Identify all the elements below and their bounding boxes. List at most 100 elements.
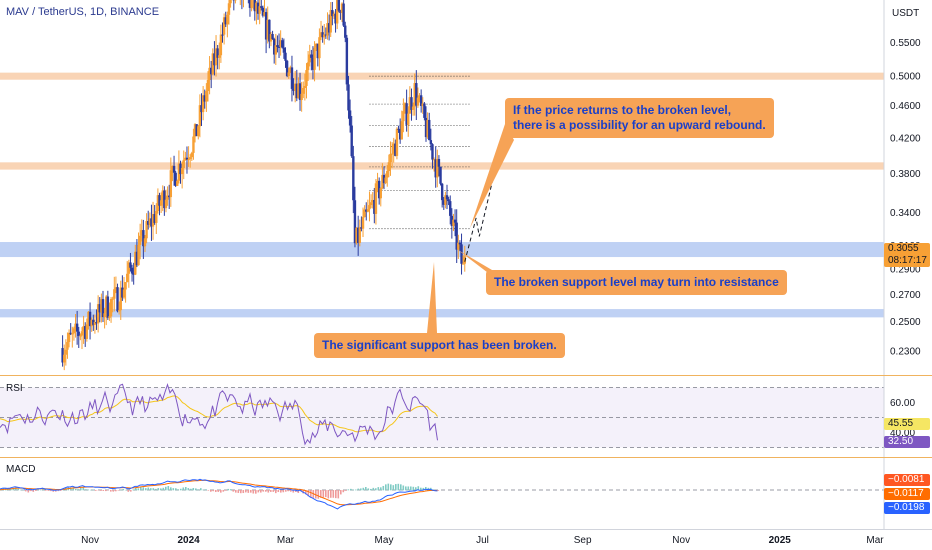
candle-body [295,83,298,99]
macd-histogram-bar [165,486,167,491]
candle-body [290,67,294,89]
candle-body [395,128,399,156]
macd-histogram-bar [332,490,335,498]
candle-body [452,219,455,226]
candle-body [355,227,358,244]
candle-body [90,319,93,327]
candle-body [332,13,336,17]
candle-body [284,52,287,61]
candle-body [316,43,319,59]
rsi-tick-label: 40.00 [890,428,915,439]
candle-body [206,80,210,92]
candle-body [331,10,334,17]
price-tick-label: 0.2700 [890,290,921,301]
macd-histogram-bar [417,486,420,491]
macd-histogram-bar [357,488,360,491]
macd-histogram-bar [360,488,362,491]
candle-body [285,60,289,77]
candle-body [368,205,371,210]
macd-histogram-bar [407,486,410,491]
macd-histogram-bar [205,489,207,491]
macd-histogram-bar [282,490,285,493]
candle-body [449,201,452,216]
macd-histogram-bar [200,488,202,491]
symbol-header[interactable]: MAV / TetherUS, 1D, BINANCE [6,6,160,18]
macd-histogram-bar [140,486,142,491]
candle-body [347,84,350,111]
candle-body [407,113,410,125]
macd-histogram-bar [90,489,92,491]
candle-body [79,335,82,337]
candle-body [369,202,373,206]
macd-histogram-bar [280,490,282,493]
candle-body [226,14,229,25]
candle-body [358,227,361,243]
macd-histogram-bar [192,487,195,491]
macd-histogram-bar [395,484,397,491]
currency-unit[interactable]: USDT [892,8,920,19]
candle-body [424,117,428,138]
candle-body [390,153,394,155]
candle-body [415,83,418,106]
price-tick-label: 0.2900 [890,265,921,276]
broken-pointer [427,262,437,333]
candle-body [344,25,347,38]
candle-body [389,153,392,163]
candle-body [348,110,352,126]
candle-body [222,17,226,35]
macd-histogram-bar [50,490,52,492]
macd-histogram-bar [392,485,395,491]
candle-body [281,40,284,48]
macd-histogram-bar [347,489,350,491]
macd-histogram-bar [185,487,187,491]
macd-histogram-bar [352,489,355,491]
candle-body [82,326,85,332]
macd-histogram-bar [225,490,227,491]
rsi-ma-line [0,395,438,433]
macd-histogram-bar [372,487,375,491]
macd-histogram-bar [10,488,12,491]
candle-body [129,262,132,268]
candle-body [180,167,184,175]
macd-histogram-bar [305,490,307,495]
macd-histogram-bar [390,484,392,491]
macd-histogram-bar [255,490,257,494]
candle-body [445,195,449,200]
candle-body [436,158,439,178]
candle-body [71,333,74,335]
candle-body [114,287,118,290]
macd-histogram-bar [197,489,200,491]
time-tick-label: 2024 [177,535,200,546]
macd-histogram-bar [207,490,210,491]
macd-histogram-bar [277,490,280,493]
bar-countdown: 08:17:17 [888,255,927,266]
macd-label: MACD [6,464,36,475]
candle-body [135,251,139,266]
candle-body [326,23,329,36]
macd-histogram-bar [15,487,17,491]
macd-signal-line [0,479,438,506]
candle-body [397,128,400,130]
candle-body [143,238,147,247]
candle-body [410,97,413,110]
macd-histogram-bar [147,487,150,491]
macd-histogram-bar [45,490,47,491]
candle-body [221,34,224,36]
macd-histogram-bar [127,490,130,492]
price-tick-label: 0.2300 [890,347,921,358]
candle-body [297,83,300,99]
macd-histogram-bar [190,488,192,491]
candle-body [95,321,98,324]
candle-body [153,214,156,223]
candle-body [121,287,124,298]
macd-line-tag: −0.0198 [884,502,930,514]
last-price: 0.3055 [888,243,919,254]
candle-body [258,6,261,14]
candle-body [264,12,268,40]
macd-histogram-bar [27,490,30,493]
candle-body [411,106,415,110]
macd-histogram-bar [320,490,322,498]
candle-body [158,195,161,206]
macd-line [0,478,438,510]
candle-body [229,0,232,4]
